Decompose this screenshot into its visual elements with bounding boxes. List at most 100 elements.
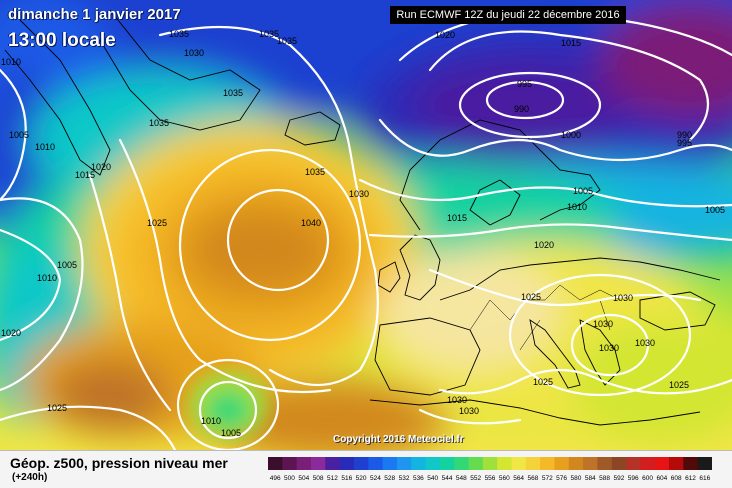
- isobar-label: 990: [514, 104, 529, 114]
- isobar-label: 1025: [533, 377, 553, 387]
- copyright: Copyright 2016 Meteociel.fr: [333, 434, 464, 445]
- scale-label: 568: [528, 475, 539, 482]
- isobar-label: 995: [517, 79, 532, 89]
- isobar-label: 1010: [567, 202, 587, 212]
- scale-label: 576: [556, 475, 567, 482]
- scale-swatch: [382, 457, 398, 470]
- isobar-label: 1035: [169, 29, 189, 39]
- isobar-label: 1015: [447, 213, 467, 223]
- scale-swatch: [482, 457, 498, 470]
- isobar-label: 1020: [534, 240, 554, 250]
- coastlines: [4, 9, 721, 426]
- run-info: Run ECMWF 12Z du jeudi 22 décembre 2016: [390, 6, 626, 24]
- scale-label: 572: [542, 475, 553, 482]
- scale-label: 500: [284, 475, 295, 482]
- scale-swatch: [554, 457, 570, 470]
- isobar-label: 1025: [669, 380, 689, 390]
- isobar-label: 1030: [349, 189, 369, 199]
- isobar-label: 1020: [435, 30, 455, 40]
- scale-label: 596: [628, 475, 639, 482]
- scale-label: 528: [384, 475, 395, 482]
- isobar-label: 1025: [47, 403, 67, 413]
- scale-swatch: [697, 457, 712, 470]
- isobar-label: 1005: [221, 428, 241, 438]
- isobar-label: 1020: [91, 162, 111, 172]
- scale-label: 604: [656, 475, 667, 482]
- scale-swatch: [611, 457, 627, 470]
- scale-label: 608: [671, 475, 682, 482]
- isobar-label: 1030: [447, 395, 467, 405]
- scale-swatch: [683, 457, 699, 470]
- geopotential-field: [0, 0, 732, 450]
- scale-label: 552: [470, 475, 481, 482]
- legend-footer: Géop. z500, pression niveau mer (+240h) …: [0, 450, 732, 488]
- isobar-label: 1030: [459, 406, 479, 416]
- scale-label: 512: [327, 475, 338, 482]
- isobar-label: 1020: [1, 328, 21, 338]
- scale-label: 544: [442, 475, 453, 482]
- isobar-label: 990: [677, 130, 692, 140]
- scale-label: 548: [456, 475, 467, 482]
- scale-label: 592: [613, 475, 624, 482]
- isobar-label: 1040: [301, 218, 321, 228]
- scale-label: 536: [413, 475, 424, 482]
- isobar-label: 1030: [613, 293, 633, 303]
- scale-swatch: [568, 457, 584, 470]
- scale-label: 564: [513, 475, 524, 482]
- scale-swatch: [439, 457, 455, 470]
- isobar-label: 1010: [1, 57, 21, 67]
- scale-label: 556: [485, 475, 496, 482]
- scale-label: 540: [427, 475, 438, 482]
- scale-label: 584: [585, 475, 596, 482]
- legend-subtitle: (+240h): [12, 472, 48, 483]
- isobar-label: 1025: [147, 218, 167, 228]
- forecast-time: 13:00 locale: [8, 30, 116, 51]
- scale-swatch: [339, 457, 355, 470]
- isobar-label: 1005: [573, 186, 593, 196]
- isobar-label: 1015: [75, 170, 95, 180]
- scale-label: 560: [499, 475, 510, 482]
- scale-label: 504: [298, 475, 309, 482]
- pressure-map: 1035103010351035102010151010103599599010…: [0, 0, 732, 450]
- scale-swatch: [597, 457, 613, 470]
- scale-label: 524: [370, 475, 381, 482]
- scale-swatch: [525, 457, 541, 470]
- isobar-label: 1035: [223, 88, 243, 98]
- scale-swatch: [268, 457, 283, 470]
- scale-label: 508: [313, 475, 324, 482]
- isobar-label: 1025: [521, 292, 541, 302]
- scale-swatch: [325, 457, 341, 470]
- scale-label: 616: [699, 475, 710, 482]
- scale-swatch: [468, 457, 484, 470]
- scale-swatch: [511, 457, 527, 470]
- scale-swatch: [411, 457, 427, 470]
- isobar-label: 1035: [149, 118, 169, 128]
- scale-swatch: [396, 457, 412, 470]
- scale-swatch: [368, 457, 384, 470]
- scale-swatch: [626, 457, 641, 470]
- isobar-labels: 1035103010351035102010151010103599599010…: [1, 29, 725, 438]
- isobar-label: 1010: [35, 142, 55, 152]
- isobar-label: 1010: [201, 416, 221, 426]
- scale-swatch: [497, 457, 512, 470]
- scale-label: 516: [341, 475, 352, 482]
- isobar-label: 1035: [305, 167, 325, 177]
- scale-label: 588: [599, 475, 610, 482]
- scale-swatch: [654, 457, 670, 470]
- legend-title: Géop. z500, pression niveau mer: [10, 455, 228, 471]
- scale-label: 612: [685, 475, 696, 482]
- scale-label: 600: [642, 475, 653, 482]
- isobar-label: 1030: [184, 48, 204, 58]
- scale-swatch: [353, 457, 369, 470]
- forecast-date: dimanche 1 janvier 2017: [8, 6, 181, 23]
- scale-label: 520: [356, 475, 367, 482]
- scale-label: 580: [571, 475, 582, 482]
- scale-swatch: [640, 457, 656, 470]
- scale-swatch: [583, 457, 598, 470]
- scale-swatch: [310, 457, 326, 470]
- isobar-label: 1030: [635, 338, 655, 348]
- scale-swatch: [296, 457, 312, 470]
- isobar-label: 1035: [277, 36, 297, 46]
- isobar-label: 1030: [599, 343, 619, 353]
